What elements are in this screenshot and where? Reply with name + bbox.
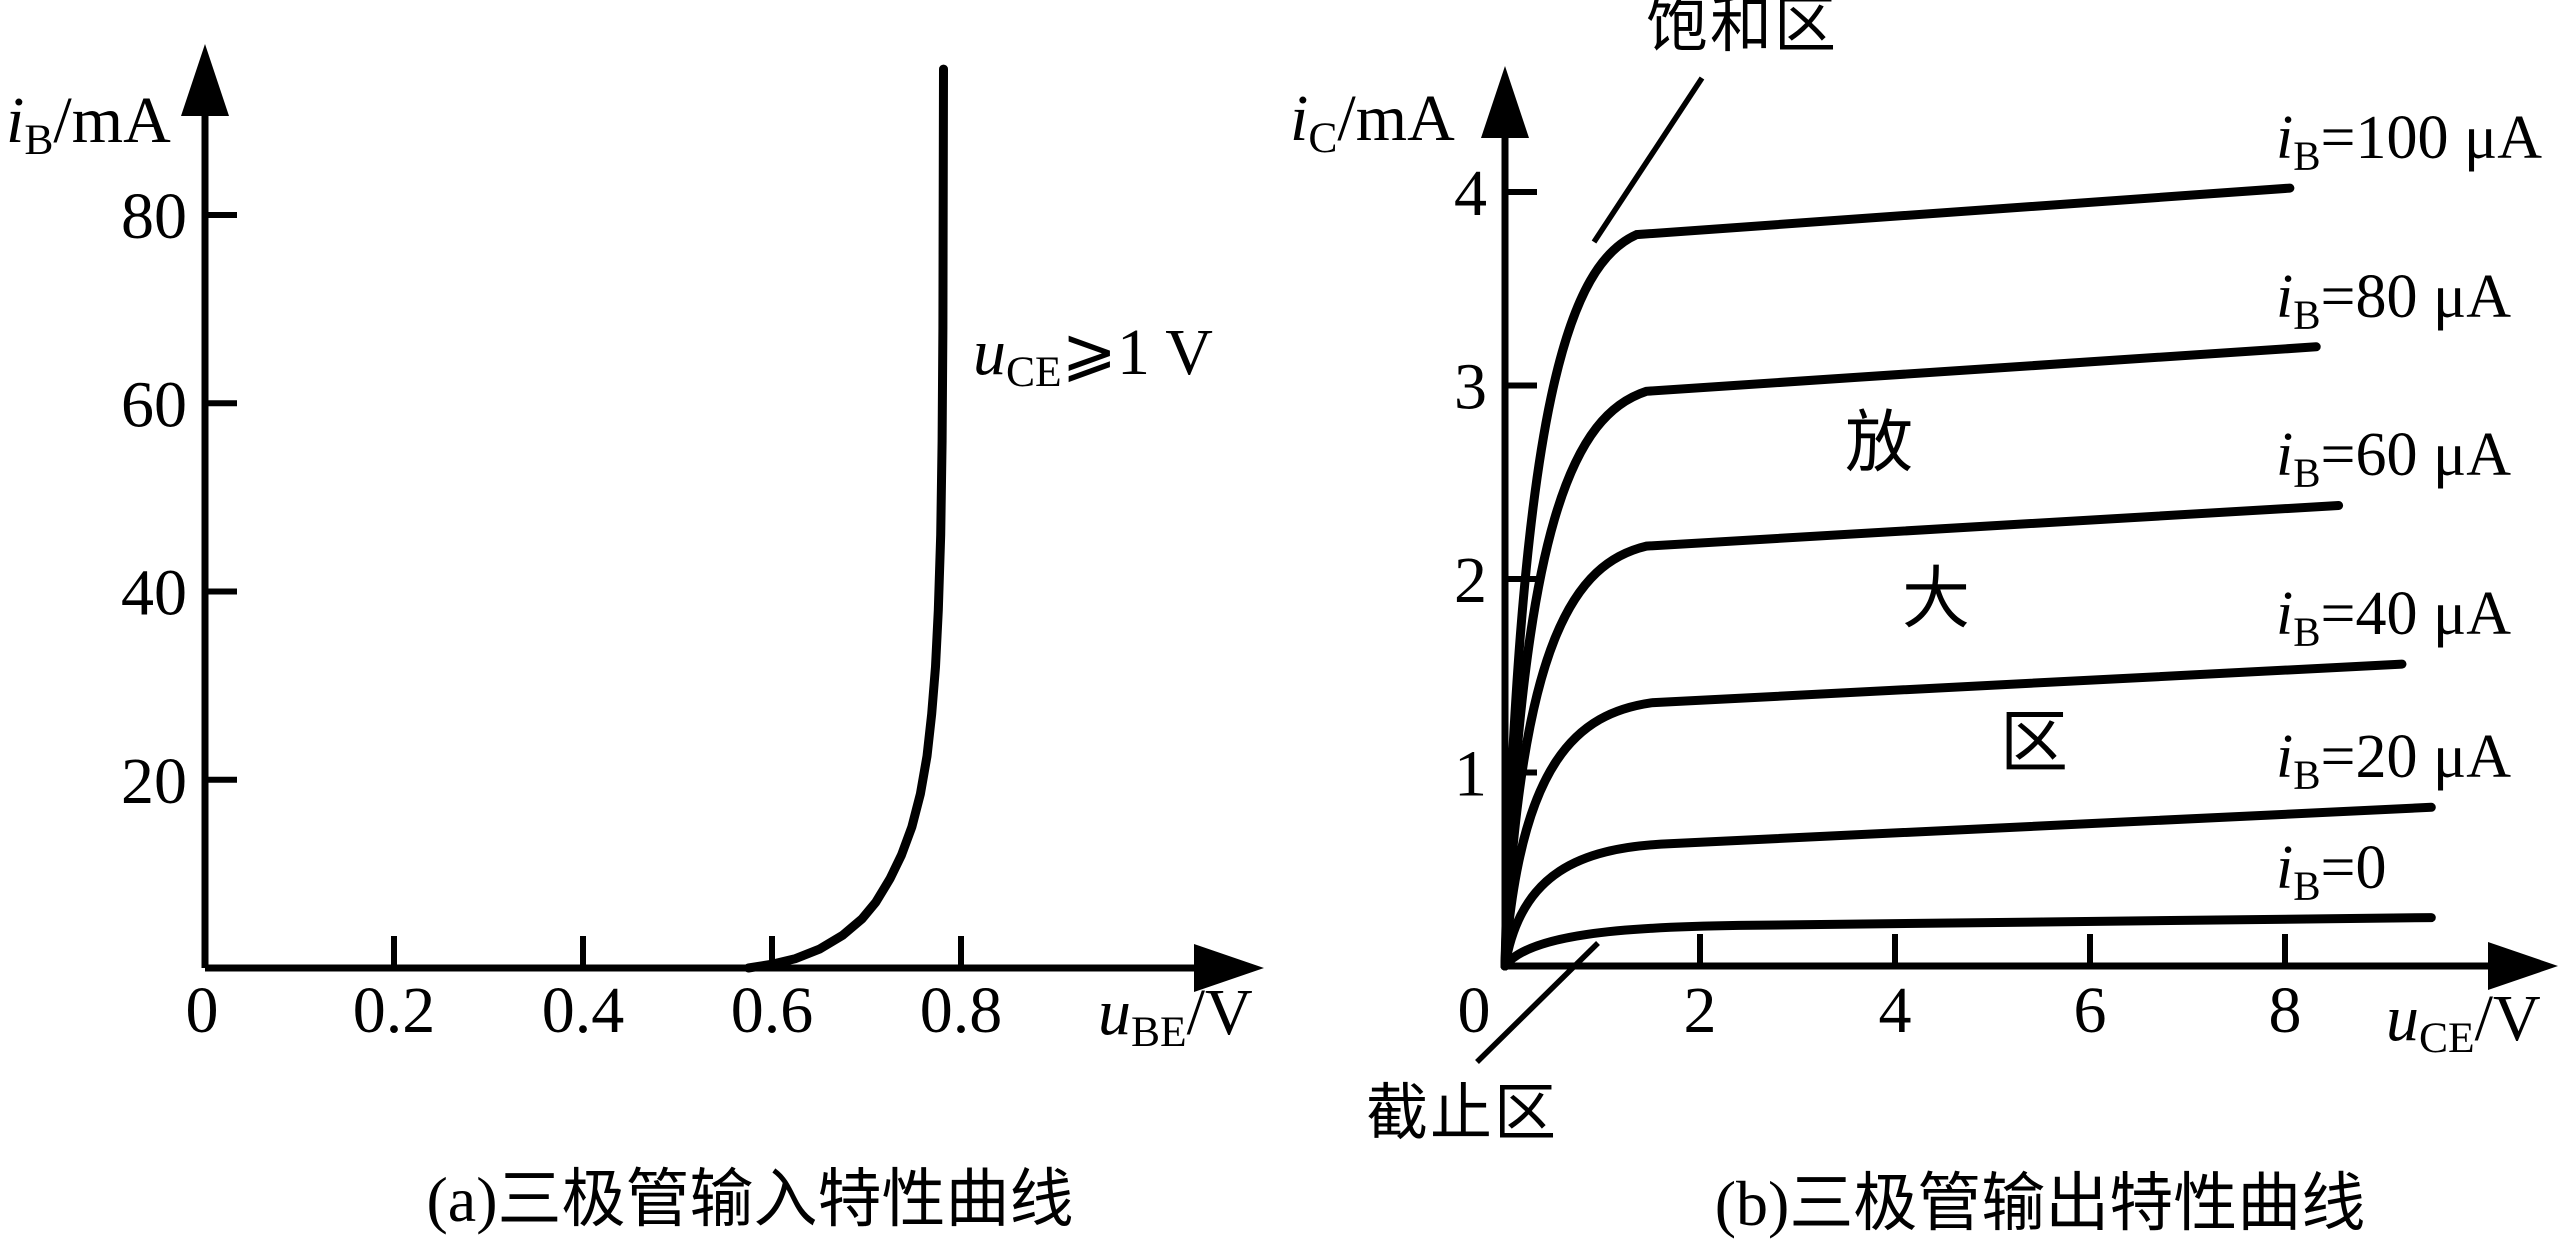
output-x-tick-label: 4: [1879, 974, 1912, 1047]
curve-label-var: i: [2276, 421, 2294, 489]
cutoff-leader-line: [1475, 941, 1600, 1064]
curve-label-ib-80: iB=80 μA: [2276, 263, 2512, 335]
caption-output-chart: (b)三极管输出特性曲线: [1714, 1168, 2366, 1239]
caption-input-chart: (a)三极管输入特性曲线: [426, 1164, 1074, 1235]
xlabel-sub: BE: [1131, 1008, 1187, 1057]
curve-label-var: i: [2276, 723, 2294, 791]
saturation-leader-line: [1591, 76, 1705, 244]
xlabel-unit: /V: [1186, 976, 1253, 1049]
output-y-tick-label: 3: [1454, 351, 1487, 424]
curve-label-sub: B: [2293, 292, 2321, 338]
xlabel-var: u: [2386, 982, 2419, 1055]
input-x-tick-label: 0.4: [542, 974, 625, 1047]
output-curve-ib-100: [1500, 183, 2295, 971]
curve-label-value: =40 μA: [2320, 580, 2512, 648]
curve-label-ib-20: iB=20 μA: [2276, 723, 2512, 795]
ylabel-var: i: [1290, 82, 1309, 155]
input-y-tick-label: 20: [121, 745, 187, 818]
input-characteristic-curve: [743, 64, 948, 973]
input-x-axis-title: uBE/V: [1098, 976, 1253, 1054]
curve-label-value: =60 μA: [2320, 421, 2512, 489]
curve-label-sub: B: [2293, 752, 2321, 798]
output-x-tick-label: 6: [2074, 974, 2107, 1047]
input-y-axis-arrow: [181, 44, 229, 116]
output-y-tick-label: 2: [1454, 544, 1487, 617]
input-y-tick-label: 60: [121, 368, 187, 441]
curve-label-ib-60: iB=60 μA: [2276, 421, 2512, 493]
input-x-tick-label: 0: [186, 974, 219, 1047]
saturation-region-label: 饱和区: [1646, 0, 1839, 60]
curve-label-var: i: [2276, 580, 2294, 648]
input-y-tick-label: 80: [121, 180, 187, 253]
ylabel-var: i: [6, 84, 25, 157]
curve-label-sub: B: [2293, 133, 2321, 179]
anno-rest: ⩾1 V: [1061, 316, 1213, 389]
output-x-tick-label: 8: [2269, 974, 2302, 1047]
anno-sub: CE: [1006, 348, 1062, 397]
amplify-region-char-2: 大: [1902, 561, 1971, 637]
curve-label-sub: B: [2293, 863, 2321, 909]
amplify-region-char-1: 放: [1845, 405, 1914, 481]
output-curve-ib-0: [1500, 913, 2436, 971]
input-x-tick-label: 0.2: [353, 974, 436, 1047]
input-x-tick-label: 0.6: [731, 974, 814, 1047]
input-y-tick-label: 40: [121, 557, 187, 630]
curve-label-value: =0: [2320, 834, 2387, 902]
ylabel-sub: C: [1308, 114, 1338, 163]
curve-label-value: =80 μA: [2320, 263, 2512, 331]
xlabel-var: u: [1098, 976, 1131, 1049]
output-curve-ib-20: [1500, 802, 2436, 971]
input-x-tick-label: 0.8: [920, 974, 1003, 1047]
input-y-axis-title: iB/mA: [6, 84, 171, 162]
anno-var: u: [973, 316, 1006, 389]
curve-label-var: i: [2276, 104, 2294, 172]
output-y-tick-label: 1: [1454, 738, 1487, 811]
ylabel-unit: /mA: [1337, 82, 1455, 155]
output-curve-ib-40: [1500, 659, 2407, 971]
output-y-axis-title: iC/mA: [1290, 82, 1455, 160]
output-x-tick-label: 0: [1458, 974, 1491, 1047]
curve-label-value: =100 μA: [2320, 104, 2543, 172]
curve-label-var: i: [2276, 263, 2294, 331]
output-x-tick-label: 2: [1684, 974, 1717, 1047]
curve-label-sub: B: [2293, 609, 2321, 655]
input-x-axis-arrow: [1194, 944, 1264, 992]
curve-label-ib-40: iB=40 μA: [2276, 580, 2512, 652]
output-x-axis-arrow: [2488, 942, 2558, 990]
curve-label-ib-0: iB=0: [2276, 834, 2387, 906]
xlabel-sub: CE: [2419, 1014, 2475, 1063]
curve-label-ib-100: iB=100 μA: [2276, 104, 2543, 176]
curve-label-value: =20 μA: [2320, 723, 2512, 791]
curve-label-sub: B: [2293, 450, 2321, 496]
uce-condition-annotation: uCE⩾1 V: [973, 316, 1213, 394]
cutoff-region-label: 截止区: [1366, 1080, 1559, 1148]
amplify-region-char-3: 区: [2000, 705, 2069, 781]
output-curve-ib-80: [1500, 342, 2321, 971]
output-curve-ib-60: [1500, 501, 2344, 971]
output-y-tick-label: 4: [1454, 157, 1487, 230]
output-y-axis-arrow: [1481, 66, 1529, 138]
curve-label-var: i: [2276, 834, 2294, 902]
ylabel-sub: B: [24, 116, 54, 165]
output-x-axis-title: uCE/V: [2386, 982, 2541, 1060]
xlabel-unit: /V: [2474, 982, 2541, 1055]
ylabel-unit: /mA: [53, 84, 171, 157]
